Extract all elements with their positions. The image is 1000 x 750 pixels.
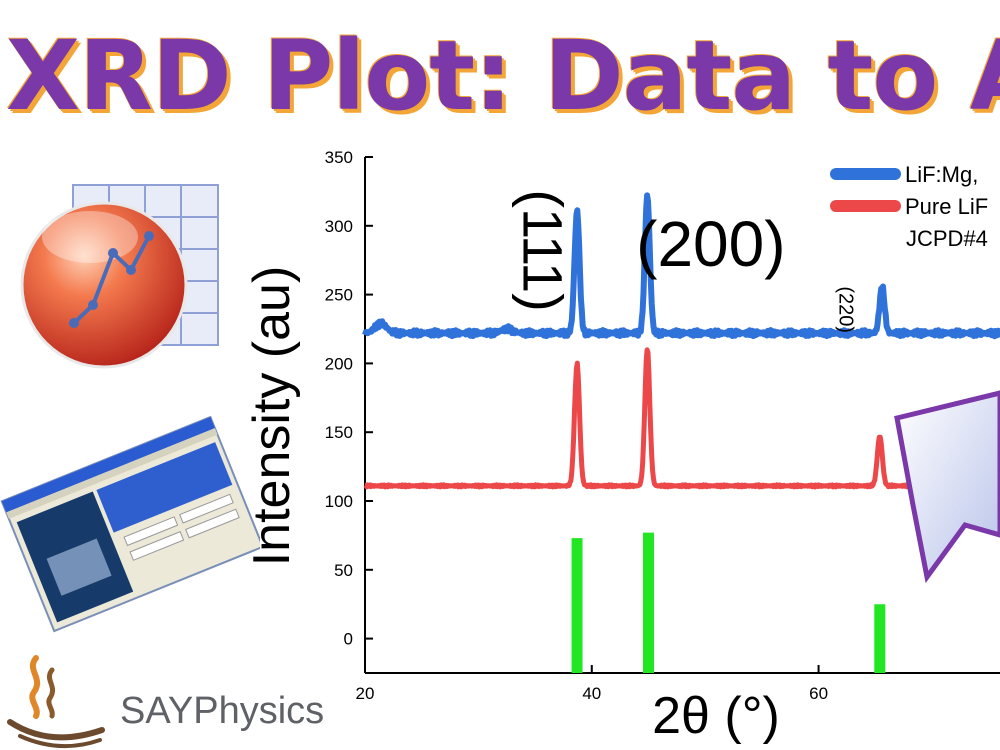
y-tick-label: 300 bbox=[325, 217, 353, 236]
y-tick-label: 350 bbox=[325, 148, 353, 167]
y-tick-label: 0 bbox=[344, 630, 353, 649]
series-line-doped bbox=[362, 192, 1000, 340]
legend-label: JCPD#4 bbox=[906, 226, 988, 251]
steam-cup-icon bbox=[7, 655, 105, 749]
x-tick-label: 60 bbox=[809, 684, 828, 703]
callout-arrow-icon bbox=[894, 390, 1000, 584]
y-tick-label: 150 bbox=[325, 423, 353, 442]
y-tick-label: 100 bbox=[325, 492, 353, 511]
y-axis-label: Intensity (au) bbox=[243, 265, 301, 567]
page-title: XRD Plot: Data to A bbox=[6, 20, 1000, 132]
y-tick-label: 250 bbox=[325, 286, 353, 305]
spreadsheet-chart-icon bbox=[20, 184, 219, 369]
plot-area: 0 50 100 150 200 250 300 350 20 40 60 (111) (200) (22… bbox=[325, 148, 1000, 703]
series-line-pure bbox=[363, 347, 1000, 490]
legend-label: Pure LiF bbox=[905, 194, 988, 219]
x-tick-label: 40 bbox=[582, 684, 601, 703]
peak-label-220: (220) bbox=[834, 286, 856, 333]
peak-label-200: (200) bbox=[636, 208, 785, 280]
x-tick-label: 20 bbox=[356, 684, 375, 703]
software-window-icon bbox=[0, 415, 260, 633]
brand-name: SAYPhysics bbox=[120, 690, 325, 732]
legend-label: LiF:Mg, bbox=[905, 162, 978, 187]
x-axis-label: 2θ (°) bbox=[652, 687, 780, 745]
peak-label-111: (111) bbox=[512, 189, 575, 311]
y-tick-label: 50 bbox=[334, 561, 353, 580]
y-tick-label: 200 bbox=[325, 354, 353, 373]
